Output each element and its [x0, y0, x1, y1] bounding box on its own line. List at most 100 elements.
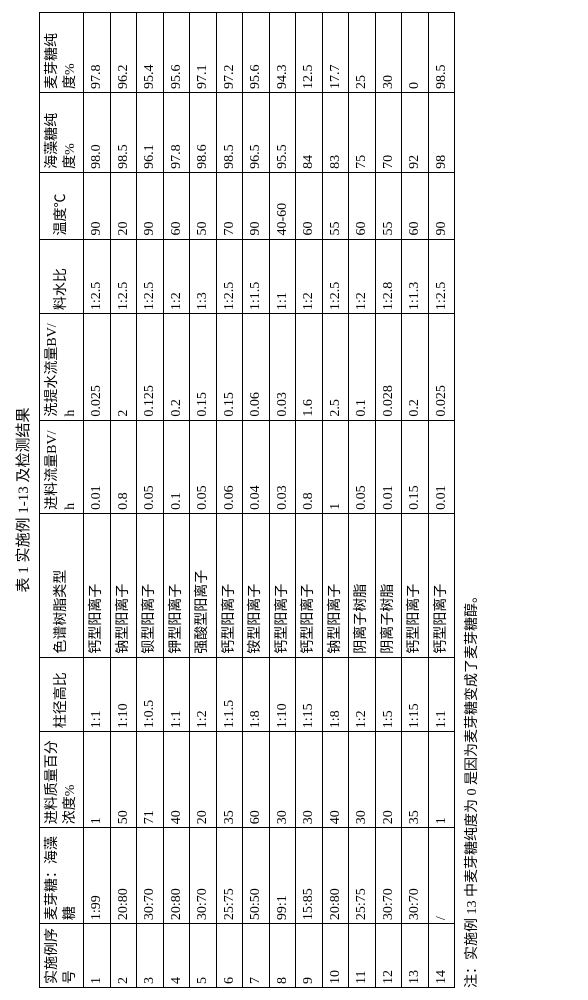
cell: 14 — [428, 924, 455, 988]
cell: 6 — [216, 924, 243, 988]
cell: 1:15 — [402, 657, 429, 732]
cell: 0.01 — [375, 420, 402, 513]
table-row: 1230:70201:5阴离子树脂0.010.0281:2.8557030 — [375, 13, 402, 988]
cell: 98 — [428, 93, 455, 173]
cell: 13 — [402, 924, 429, 988]
cell: 钙型阳离子 — [296, 513, 323, 657]
cell: 5 — [190, 924, 217, 988]
cell: 40 — [322, 732, 349, 828]
cell: 1:2 — [163, 239, 190, 314]
cell: 71 — [137, 732, 164, 828]
cell: 0.01 — [84, 420, 111, 513]
cell: 90 — [243, 172, 270, 239]
cell: 0.8 — [110, 420, 137, 513]
cell: 40 — [163, 732, 190, 828]
cell: 1 — [84, 924, 111, 988]
cell: 35 — [216, 732, 243, 828]
table-row: 625:75351:1.5钙型阳离子0.060.151:2.57098.597.… — [216, 13, 243, 988]
cell: 98.6 — [190, 93, 217, 173]
cell: 0.1 — [349, 314, 376, 421]
cell: 50 — [190, 172, 217, 239]
cell: 1:3 — [190, 239, 217, 314]
table-row: 14/11:1钙型阳离子0.010.0251:2.5909898.5 — [428, 13, 455, 988]
cell: 0.028 — [375, 314, 402, 421]
cell: 强酸型阳离子 — [190, 513, 217, 657]
table-row: 530:70201:2强酸型阳离子0.050.151:35098.697.1 — [190, 13, 217, 988]
cell: 0.15 — [402, 420, 429, 513]
cell: 0.2 — [402, 314, 429, 421]
cell: 96.1 — [137, 93, 164, 173]
cell: 0.15 — [216, 314, 243, 421]
cell: 30:70 — [137, 828, 164, 924]
cell: 70 — [216, 172, 243, 239]
cell: 30:70 — [190, 828, 217, 924]
col-header: 温度℃ — [40, 172, 84, 239]
cell: 1:2.5 — [110, 239, 137, 314]
cell: 20:80 — [163, 828, 190, 924]
cell: 96.2 — [110, 13, 137, 93]
cell: 84 — [296, 93, 323, 173]
cell: 96.5 — [243, 93, 270, 173]
cell: 0.8 — [296, 420, 323, 513]
cell: 1:1 — [428, 657, 455, 732]
cell: 1:8 — [243, 657, 270, 732]
cell: 55 — [322, 172, 349, 239]
cell: 钙型阳离子 — [428, 513, 455, 657]
table-row: 330:70711:0.5钡型阳离子0.050.1251:2.59096.195… — [137, 13, 164, 988]
col-header: 进料流量BV/h — [40, 420, 84, 513]
cell: 70 — [375, 93, 402, 173]
cell: 1:1 — [269, 239, 296, 314]
cell: 0.125 — [137, 314, 164, 421]
cell: 97.2 — [216, 13, 243, 93]
results-table: 实施例序号 麦芽糖：海藻糖 进料质量百分浓度% 柱径高比 色谱树脂类型 进料流量… — [39, 12, 455, 988]
cell: 1:1 — [84, 657, 111, 732]
cell: 1:2.5 — [137, 239, 164, 314]
table-row: 220:80501:10钠型阳离子0.821:2.52098.596.2 — [110, 13, 137, 988]
cell: 1:10 — [269, 657, 296, 732]
table-row: 11:9911:1钙型阳离子0.010.0251:2.59098.097.8 — [84, 13, 111, 988]
cell: 30 — [269, 732, 296, 828]
cell: 20:80 — [110, 828, 137, 924]
cell: 95.4 — [137, 13, 164, 93]
cell: 75 — [349, 93, 376, 173]
cell: 55 — [375, 172, 402, 239]
cell: 钾型阳离子 — [163, 513, 190, 657]
col-header: 进料质量百分浓度% — [40, 732, 84, 828]
cell: 1:0.5 — [137, 657, 164, 732]
cell: 1:99 — [84, 828, 111, 924]
cell: 1:2.5 — [322, 239, 349, 314]
col-header: 色谱树脂类型 — [40, 513, 84, 657]
cell: 0.03 — [269, 420, 296, 513]
cell: 83 — [322, 93, 349, 173]
cell: 97.8 — [163, 93, 190, 173]
cell: 17.7 — [322, 13, 349, 93]
cell: 0.05 — [190, 420, 217, 513]
cell: 25:75 — [349, 828, 376, 924]
cell: 20:80 — [322, 828, 349, 924]
cell: 0.025 — [428, 314, 455, 421]
cell: 1:2 — [349, 239, 376, 314]
cell: 97.8 — [84, 13, 111, 93]
table-caption: 表 1 实施例 1-13 及检测结果 — [12, 12, 33, 988]
cell: 98.0 — [84, 93, 111, 173]
cell: 1:2.5 — [428, 239, 455, 314]
cell: 1:8 — [322, 657, 349, 732]
cell: 7 — [243, 924, 270, 988]
cell: 0.04 — [243, 420, 270, 513]
cell: 20 — [110, 172, 137, 239]
cell: 1:15 — [296, 657, 323, 732]
cell: 15:85 — [296, 828, 323, 924]
cell: 0.03 — [269, 314, 296, 421]
table-row: 1020:80401:8钠型阳离子12.51:2.5558317.7 — [322, 13, 349, 988]
cell: 25 — [349, 13, 376, 93]
cell: 60 — [163, 172, 190, 239]
cell: 95.6 — [163, 13, 190, 93]
cell: 1:10 — [110, 657, 137, 732]
cell: 98.5 — [110, 93, 137, 173]
cell: 30:70 — [375, 828, 402, 924]
cell: 1:1.5 — [243, 239, 270, 314]
cell: 10 — [322, 924, 349, 988]
cell: 1:2.5 — [216, 239, 243, 314]
cell: 35 — [402, 732, 429, 828]
cell: 钙型阳离子 — [269, 513, 296, 657]
